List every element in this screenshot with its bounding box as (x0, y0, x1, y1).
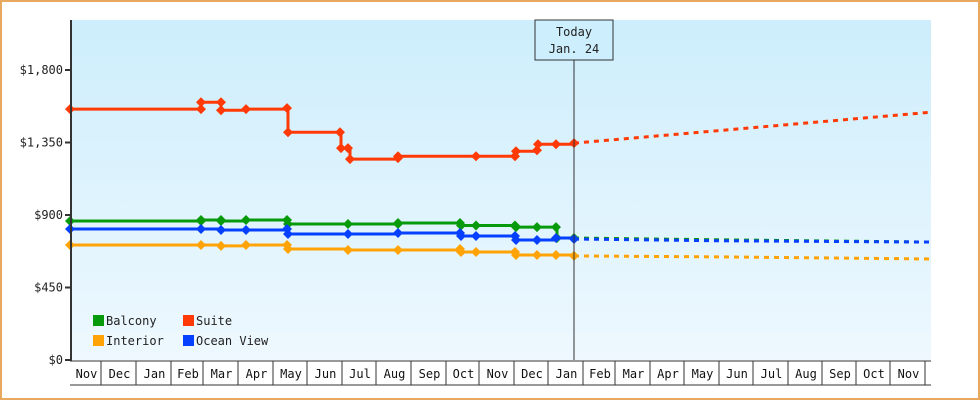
x-month-label: Jun (726, 367, 748, 381)
x-month-label: Feb (589, 367, 611, 381)
x-month-label: Jul (349, 367, 371, 381)
legend-label: Suite (196, 314, 232, 328)
data-point[interactable] (343, 244, 353, 255)
legend-swatch-suite (183, 315, 194, 326)
data-point[interactable] (551, 139, 561, 150)
x-month-label: Apr (246, 367, 268, 381)
today-marker: Today Jan. 24 (534, 19, 614, 61)
data-point[interactable] (393, 218, 403, 229)
series-interior (65, 239, 932, 261)
data-point[interactable] (196, 239, 206, 250)
data-point[interactable] (511, 249, 521, 260)
data-point[interactable] (241, 214, 251, 225)
data-point[interactable] (393, 244, 403, 255)
x-month-label: Nov (487, 367, 509, 381)
data-point[interactable] (393, 151, 403, 162)
data-point[interactable] (336, 143, 346, 154)
data-point[interactable] (345, 154, 355, 165)
series-ocean-view (65, 224, 932, 245)
x-month-label: Oct (863, 367, 885, 381)
data-point[interactable] (216, 97, 226, 108)
legend-label: Interior (106, 334, 164, 348)
data-point[interactable] (196, 97, 206, 108)
x-month-label: Mar (623, 367, 645, 381)
x-month-label: Oct (453, 367, 475, 381)
data-point[interactable] (532, 249, 542, 260)
data-point[interactable] (551, 249, 561, 260)
data-point[interactable] (283, 127, 293, 138)
data-point[interactable] (471, 247, 481, 258)
y-tick-label: $1,800 (20, 63, 63, 77)
legend-swatch-interior (93, 335, 104, 346)
data-point[interactable] (343, 143, 353, 154)
x-month-label: Sep (829, 367, 851, 381)
data-point[interactable] (216, 105, 226, 116)
x-month-label: Aug (795, 367, 817, 381)
x-month-label: Dec (521, 367, 543, 381)
data-point[interactable] (241, 239, 251, 250)
data-point[interactable] (241, 224, 251, 235)
data-point[interactable] (456, 230, 466, 241)
x-month-label: May (280, 367, 302, 381)
data-point[interactable] (511, 146, 521, 157)
x-month-label: Aug (384, 367, 406, 381)
x-month-label: Jan (144, 367, 166, 381)
data-point[interactable] (511, 234, 521, 245)
data-point[interactable] (533, 139, 543, 150)
data-point[interactable] (196, 224, 206, 235)
today-date: Jan. 24 (549, 42, 600, 56)
legend-label: Balcony (106, 314, 157, 328)
today-label: Today (556, 25, 592, 39)
x-month-label: Jun (315, 367, 337, 381)
y-tick-label: $450 (34, 281, 63, 295)
y-tick-label: $900 (34, 208, 63, 222)
data-point[interactable] (511, 222, 521, 233)
data-point[interactable] (551, 222, 561, 233)
data-point[interactable] (343, 219, 353, 230)
data-point[interactable] (241, 104, 251, 115)
data-point[interactable] (282, 103, 292, 114)
data-point[interactable] (343, 229, 353, 240)
data-point[interactable] (551, 233, 561, 244)
x-month-label: Nov (898, 367, 920, 381)
x-month-label: Apr (657, 367, 679, 381)
data-point[interactable] (196, 214, 206, 225)
y-tick-label: $0 (49, 353, 63, 367)
x-month-label: Mar (211, 367, 233, 381)
legend-swatch-ocean-view (183, 335, 194, 346)
x-month-label: Sep (419, 367, 441, 381)
data-point[interactable] (471, 220, 481, 231)
series-layer (65, 97, 932, 261)
data-point[interactable] (216, 215, 226, 226)
y-axis-ticks: $0 $450 $900 $1,350 $1,800 (20, 63, 71, 367)
data-point[interactable] (532, 222, 542, 233)
x-month-label: Jul (761, 367, 783, 381)
data-point[interactable] (456, 220, 466, 231)
x-month-label: Feb (177, 367, 199, 381)
data-point[interactable] (216, 224, 226, 235)
legend-swatch-balcony (93, 315, 104, 326)
data-point[interactable] (456, 247, 466, 258)
x-axis: Nov Dec Jan Feb Mar Apr May Jun Jul Aug Sep Oct Nov D… (70, 360, 931, 386)
data-point[interactable] (471, 151, 481, 162)
data-point[interactable] (196, 104, 206, 115)
data-point[interactable] (393, 228, 403, 239)
data-point[interactable] (283, 229, 293, 240)
data-point[interactable] (532, 234, 542, 245)
x-month-label: May (692, 367, 714, 381)
legend: Balcony Suite Interior Ocean View (93, 314, 269, 348)
legend-label: Ocean View (196, 334, 269, 348)
x-month-label: Nov (76, 367, 98, 381)
x-month-label: Dec (109, 367, 131, 381)
y-tick-label: $1,350 (20, 136, 63, 150)
data-point[interactable] (283, 243, 293, 254)
x-month-label: Jan (556, 367, 578, 381)
data-point[interactable] (335, 127, 345, 138)
data-point[interactable] (216, 240, 226, 251)
data-point[interactable] (471, 230, 481, 241)
plot-area (71, 20, 931, 360)
